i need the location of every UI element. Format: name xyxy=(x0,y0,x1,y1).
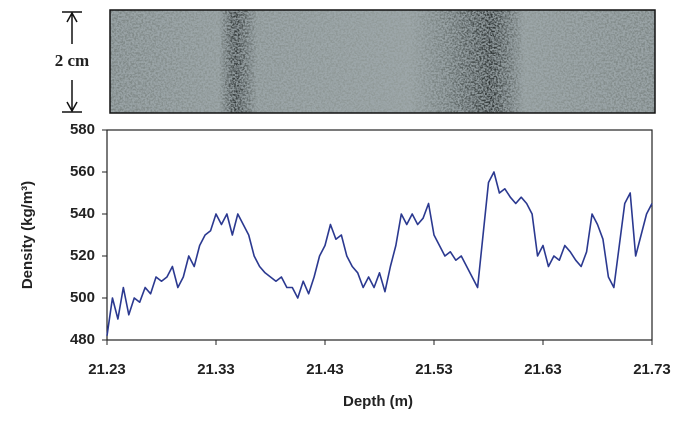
x-tick-label: 21.43 xyxy=(306,361,344,378)
scale-bar xyxy=(62,11,82,113)
core-image xyxy=(109,9,656,114)
x-tick-label: 21.33 xyxy=(197,361,235,378)
x-axis-label: Depth (m) xyxy=(343,393,413,410)
y-tick-label: 540 xyxy=(70,205,95,222)
x-tick-label: 21.23 xyxy=(88,361,126,378)
y-axis-label: Density (kg/m³) xyxy=(19,181,36,289)
y-tick-label: 560 xyxy=(70,163,95,180)
x-tick-label: 21.73 xyxy=(633,361,671,378)
y-tick-label: 480 xyxy=(70,331,95,348)
x-tick-label: 21.53 xyxy=(415,361,453,378)
plot-frame xyxy=(106,129,653,341)
x-tick-label: 21.63 xyxy=(524,361,562,378)
y-tick-label: 500 xyxy=(70,289,95,306)
y-tick-label: 580 xyxy=(70,121,95,138)
scale-label: 2 cm xyxy=(55,51,89,70)
data-line xyxy=(106,171,653,336)
y-tick-label: 520 xyxy=(70,247,95,264)
